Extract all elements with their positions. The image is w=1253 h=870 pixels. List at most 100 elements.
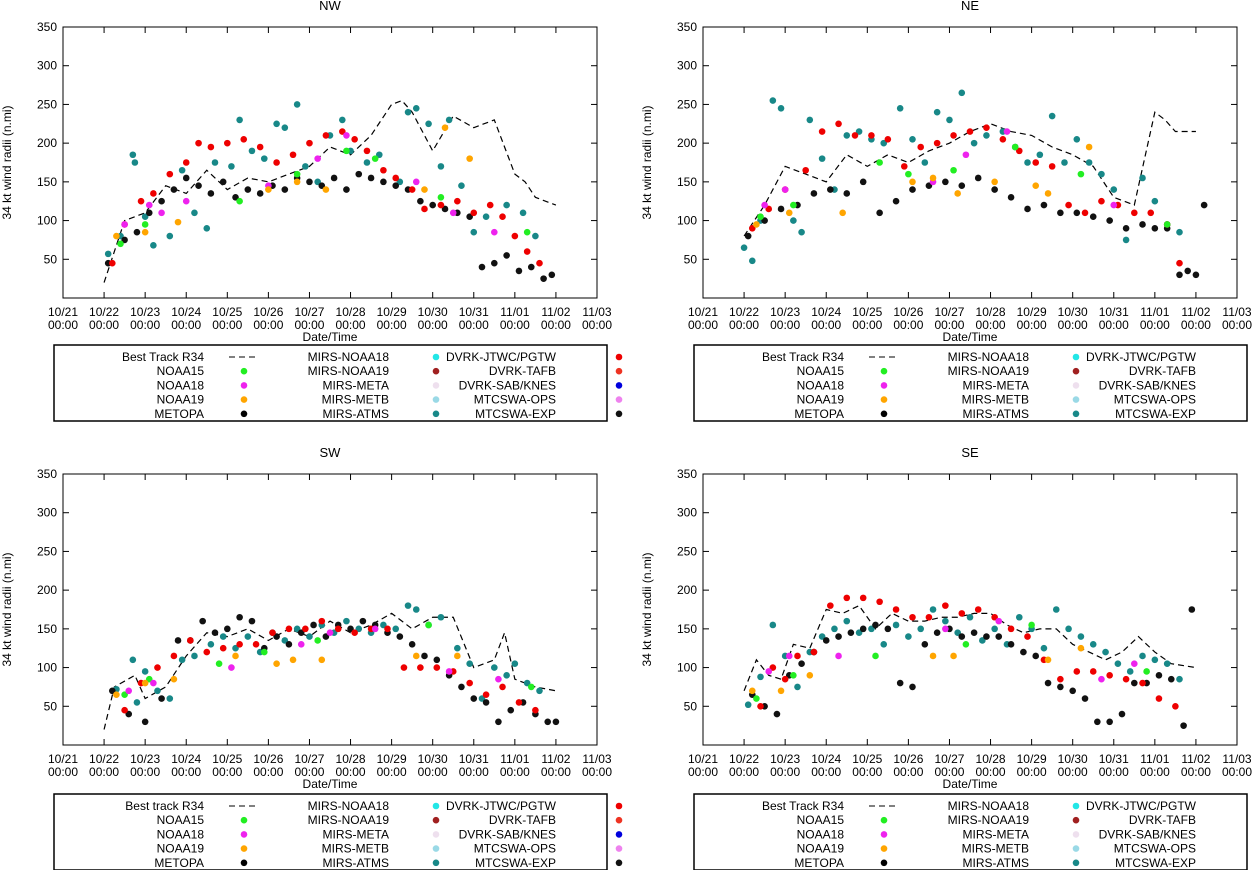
data-point — [297, 629, 305, 637]
data-point — [1126, 668, 1134, 675]
legend-label: DVRK-TAFB — [1129, 364, 1196, 378]
data-point — [1057, 209, 1064, 217]
data-point — [532, 706, 539, 714]
x-tick-label-date: 10/31 — [459, 305, 489, 319]
data-point — [769, 664, 777, 671]
legend-label-best-track: Best Track R34 — [762, 350, 844, 364]
data-point — [1057, 675, 1064, 683]
data-point — [404, 602, 412, 609]
data-point — [318, 617, 326, 625]
legend-label: METOPA — [794, 407, 844, 421]
data-point — [942, 178, 949, 186]
legend-marker — [1072, 353, 1080, 361]
data-point — [1024, 159, 1031, 166]
data-point — [765, 668, 773, 675]
data-point — [1065, 625, 1072, 633]
data-point — [380, 621, 387, 629]
data-point — [876, 598, 883, 606]
legend-label: NOAA19 — [157, 842, 205, 856]
data-point — [121, 706, 128, 714]
data-point — [396, 633, 404, 640]
data-point — [1122, 675, 1130, 683]
x-tick-label-time: 00:00 — [418, 318, 448, 332]
data-point — [995, 617, 1003, 625]
legend-label: NOAA18 — [797, 378, 845, 392]
x-tick-label-date: 10/26 — [253, 752, 283, 766]
data-point — [900, 163, 908, 170]
data-point — [367, 174, 375, 182]
legend-label: METOPA — [794, 856, 844, 870]
data-point — [983, 633, 990, 640]
data-point — [991, 186, 998, 193]
x-tick-label-time: 00:00 — [541, 318, 571, 332]
legend-label: NOAA19 — [157, 393, 205, 407]
legend-label: MIRS-META — [963, 827, 1029, 841]
data-point — [942, 617, 949, 625]
data-point — [486, 201, 494, 209]
legend-label: NOAA18 — [157, 378, 205, 392]
data-point — [150, 242, 157, 249]
data-point — [1024, 205, 1031, 213]
legend-label-best-track: Best track R34 — [125, 799, 204, 813]
x-tick-label-time: 00:00 — [1222, 765, 1252, 779]
data-point — [970, 139, 978, 147]
data-point — [256, 143, 264, 151]
legend-label: MIRS-NOAA18 — [308, 799, 390, 813]
data-point — [958, 182, 966, 190]
data-point — [1077, 170, 1085, 178]
data-point — [174, 637, 182, 644]
data-point — [125, 687, 133, 695]
data-point — [1052, 606, 1060, 613]
data-point — [872, 652, 879, 660]
x-tick-label-date: 10/24 — [171, 752, 201, 766]
data-point — [868, 132, 875, 139]
y-tick-label: 50 — [44, 252, 58, 266]
data-point — [1073, 668, 1081, 675]
chart-panel-nw: NW5010015020025030035010/2100:0010/2200:… — [0, 0, 623, 422]
data-point — [1131, 209, 1138, 217]
x-tick-label-date: 11/02 — [1181, 305, 1210, 319]
legend-marker — [240, 396, 248, 403]
data-point — [536, 687, 543, 695]
data-point — [408, 186, 416, 193]
data-point — [818, 155, 826, 162]
data-point — [121, 236, 128, 244]
data-point — [790, 201, 797, 209]
data-point — [785, 652, 793, 660]
x-tick-label-date: 10/28 — [336, 752, 366, 766]
data-point — [896, 105, 904, 112]
legend-marker — [615, 396, 623, 403]
data-point — [1139, 174, 1146, 182]
data-point — [843, 594, 851, 602]
data-point — [921, 159, 929, 166]
x-tick-label-time: 00:00 — [377, 765, 407, 779]
data-point — [1151, 225, 1159, 232]
data-point — [523, 228, 531, 236]
x-tick-label-time: 00:00 — [1058, 318, 1088, 332]
data-point — [1180, 722, 1187, 729]
data-point — [384, 625, 391, 633]
legend-label-best-track: Best Track R34 — [762, 799, 844, 813]
data-point — [318, 656, 326, 664]
x-tick-label-time: 00:00 — [171, 765, 201, 779]
legend-label-best-track: Best Track R34 — [122, 350, 204, 364]
data-point — [748, 257, 756, 265]
series-mirs-atms — [113, 602, 543, 706]
data-point — [1192, 271, 1200, 279]
data-point — [1089, 641, 1097, 648]
data-point — [458, 683, 465, 691]
data-point — [1081, 695, 1089, 702]
data-point — [933, 139, 941, 147]
data-point — [499, 213, 506, 220]
data-point — [1106, 217, 1113, 224]
data-point — [925, 182, 933, 190]
series-noaa19 — [113, 124, 473, 240]
series-noaa18 — [125, 625, 502, 695]
legend-marker — [1072, 410, 1080, 418]
data-point — [417, 197, 424, 205]
data-point — [281, 186, 289, 193]
x-tick-label-time: 00:00 — [1017, 318, 1047, 332]
data-point — [835, 120, 842, 128]
series-mirs-atms — [104, 101, 539, 258]
data-point — [1098, 197, 1105, 205]
